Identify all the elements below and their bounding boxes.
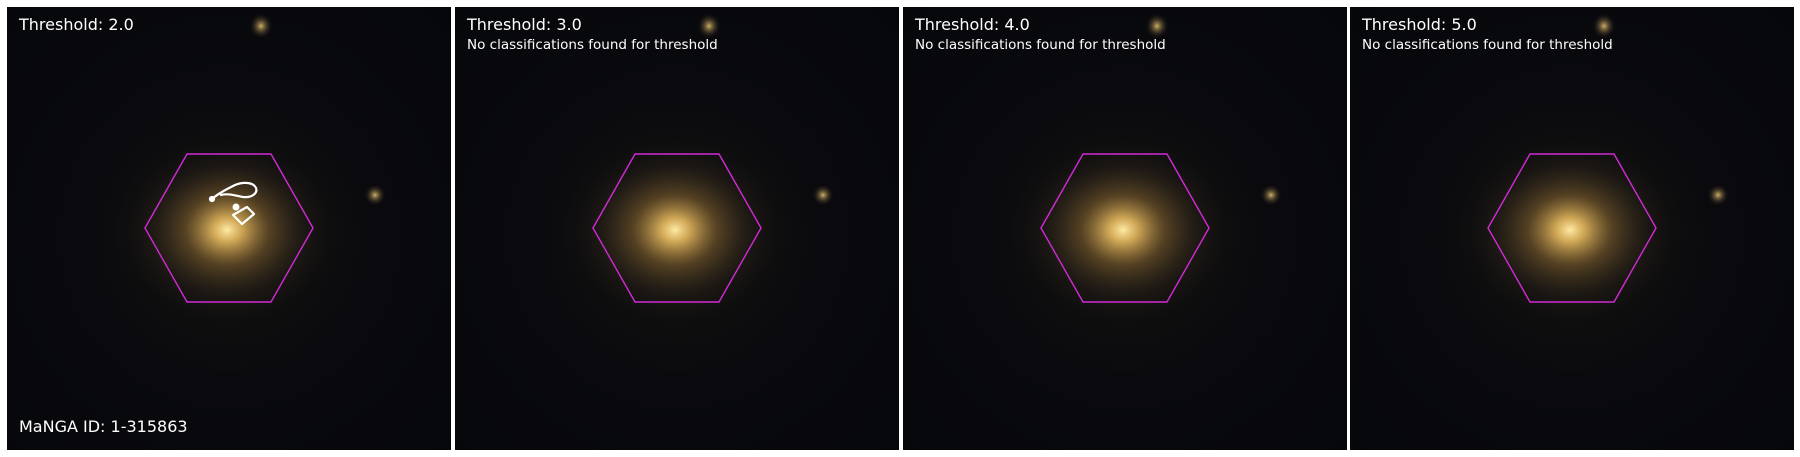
- panel-title: Threshold: 2.0: [19, 15, 134, 34]
- star: [812, 184, 834, 206]
- galaxy: [1450, 130, 1690, 330]
- ifu-hexagon: [592, 153, 762, 303]
- ifu-hexagon: [1487, 153, 1657, 303]
- star: [1260, 184, 1282, 206]
- galaxy-image: [107, 13, 386, 330]
- star: [697, 13, 721, 39]
- panel-status-message: No classifications found for threshold: [915, 37, 1166, 53]
- panel-title: Threshold: 4.0: [915, 15, 1030, 34]
- galaxy-image: [1450, 13, 1729, 330]
- manga-id-label: MaNGA ID: 1-315863: [19, 417, 188, 436]
- star: [1592, 13, 1616, 39]
- panel-threshold-4: Threshold: 4.0 No classifications found …: [903, 7, 1347, 450]
- panel-status-message: No classifications found for threshold: [467, 37, 718, 53]
- galaxy: [1003, 130, 1243, 330]
- galaxy: [107, 130, 347, 330]
- panel-title: Threshold: 5.0: [1362, 15, 1477, 34]
- panel-threshold-5: Threshold: 5.0 No classifications found …: [1350, 7, 1794, 450]
- star: [249, 13, 273, 39]
- star: [1707, 184, 1729, 206]
- galaxy-image: [555, 13, 834, 330]
- panel-status-message: No classifications found for threshold: [1362, 37, 1613, 53]
- panel-threshold-3: Threshold: 3.0 No classifications found …: [455, 7, 899, 450]
- ifu-hexagon: [144, 153, 314, 303]
- galaxy-image: [1003, 13, 1282, 330]
- galaxy: [555, 130, 795, 330]
- ifu-hexagon: [1040, 153, 1210, 303]
- classification-contour: [208, 181, 258, 226]
- panel-title: Threshold: 3.0: [467, 15, 582, 34]
- panel-threshold-2: Threshold: 2.0 MaNGA ID: 1-315863: [7, 7, 451, 450]
- star: [1145, 13, 1169, 39]
- star: [364, 184, 386, 206]
